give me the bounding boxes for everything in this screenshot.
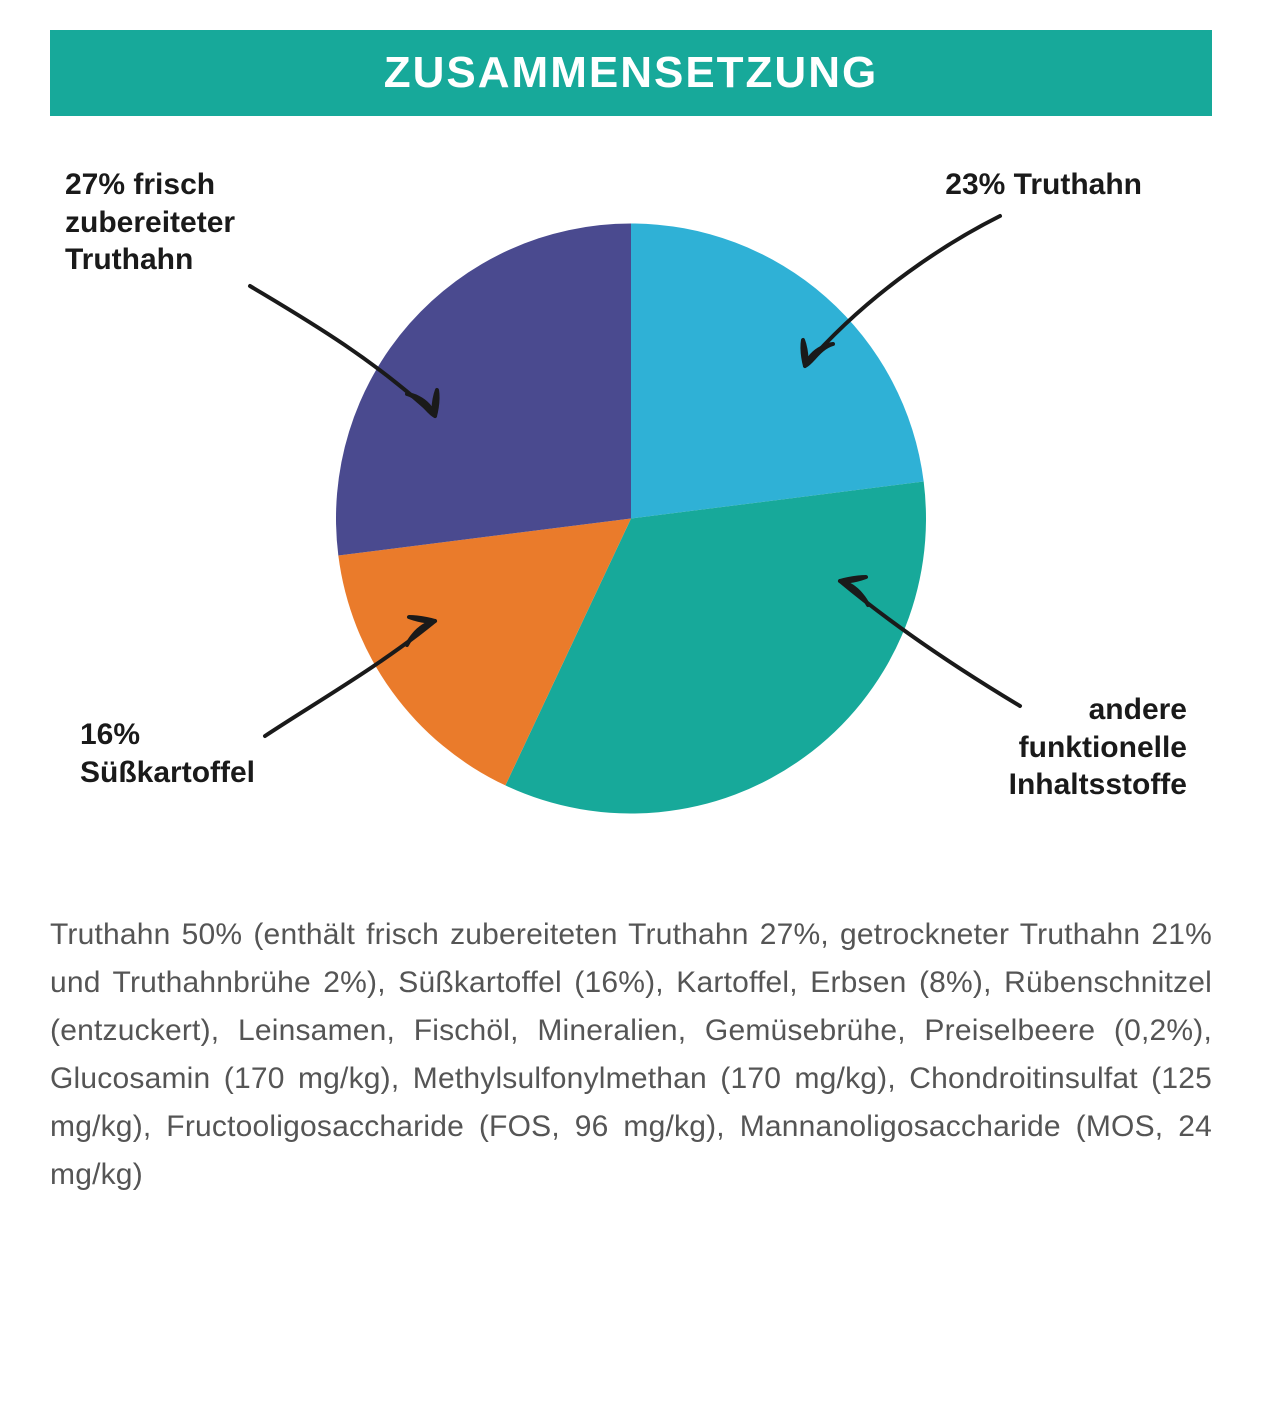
- title-bar: ZUSAMMENSETZUNG: [50, 30, 1212, 116]
- ingredients-description: Truthahn 50% (enthält frisch zubereitete…: [50, 911, 1212, 1199]
- callout-text: andere: [1089, 693, 1187, 726]
- arrow-tl: [240, 276, 470, 456]
- pie-chart-area: 27% frisch zubereiteter Truthahn 23% Tru…: [50, 156, 1212, 886]
- callout-truthahn: 23% Truthahn: [862, 166, 1142, 204]
- arrow-tr: [770, 211, 1010, 401]
- callout-text: funktionelle: [1019, 731, 1187, 764]
- callout-text: Inhaltsstoffe: [1009, 768, 1187, 801]
- callout-text: Süßkartoffel: [80, 756, 255, 789]
- callout-text: Truthahn: [65, 243, 193, 276]
- arrow-br: [810, 556, 1030, 716]
- callout-text: 16%: [80, 718, 140, 751]
- callout-text: zubereiteter: [65, 206, 235, 239]
- callout-text: 27% frisch: [65, 168, 215, 201]
- arrow-bl: [260, 596, 460, 746]
- callout-frisch-truthahn: 27% frisch zubereiteter Truthahn: [65, 166, 345, 279]
- page-title: ZUSAMMENSETZUNG: [384, 48, 878, 97]
- callout-text: 23% Truthahn: [945, 168, 1142, 201]
